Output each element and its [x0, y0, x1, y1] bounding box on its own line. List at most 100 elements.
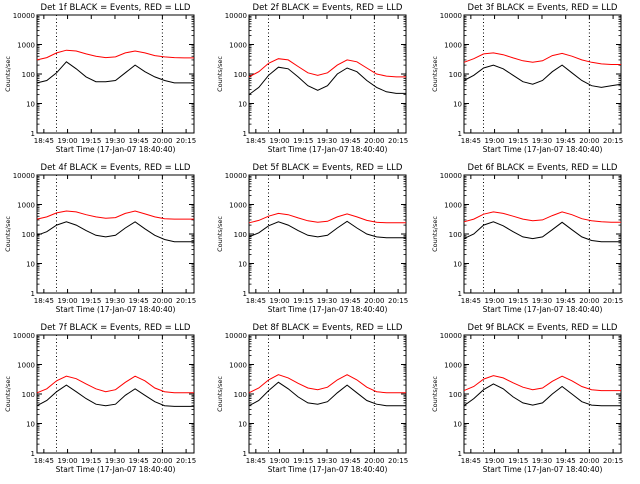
x-tick-label: 20:15: [176, 297, 196, 305]
x-tick-label: 18:45: [34, 457, 54, 465]
y-axis-label: Counts/sec: [431, 376, 439, 412]
x-axis-label: Start Time (17-Jan-07 18:40:40): [483, 145, 603, 154]
y-tick-label: 100: [234, 231, 247, 239]
x-tick-label: 19:15: [508, 297, 528, 305]
plot-frame: [248, 174, 407, 294]
chart-title: Det 4f BLACK = Events, RED = LLD: [41, 163, 191, 173]
y-tick-label: 100: [22, 391, 35, 399]
x-tick-label: 18:45: [34, 137, 54, 145]
y-tick-label: 1000: [229, 42, 247, 50]
x-tick-label: 19:00: [57, 297, 77, 305]
y-tick-label: 10: [453, 261, 462, 269]
y-tick-label: 10000: [225, 172, 247, 180]
y-tick-label: 100: [22, 231, 35, 239]
x-tick-label: 19:30: [532, 137, 552, 145]
x-tick-label: 19:45: [341, 297, 361, 305]
x-axis-label: Start Time (17-Jan-07 18:40:40): [483, 305, 603, 314]
x-tick-label: 20:00: [152, 297, 172, 305]
plot-frame: [463, 334, 622, 454]
y-tick-label: 10000: [13, 332, 35, 340]
y-tick-label: 100: [449, 231, 462, 239]
chart-title: Det 6f BLACK = Events, RED = LLD: [468, 163, 618, 173]
events-series-line: [36, 384, 194, 407]
y-tick-label: 10: [26, 261, 35, 269]
y-tick-label: 10000: [225, 12, 247, 20]
x-tick-label: 18:45: [34, 297, 54, 305]
x-tick-label: 20:15: [603, 457, 623, 465]
x-tick-label: 20:00: [364, 457, 384, 465]
lld-series-line: [463, 52, 621, 65]
events-series-line: [36, 221, 194, 243]
y-tick-label: 100: [22, 71, 35, 79]
y-axis-label: Counts/sec: [4, 216, 12, 252]
plot-frame: [36, 334, 195, 454]
chart-title: Det 1f BLACK = Events, RED = LLD: [41, 3, 191, 13]
x-tick-label: 19:30: [105, 137, 125, 145]
y-tick-label: 10: [238, 421, 247, 429]
x-tick-label: 20:00: [579, 297, 599, 305]
x-tick-label: 19:30: [532, 297, 552, 305]
y-tick-label: 1000: [229, 362, 247, 370]
x-tick-label: 20:15: [176, 137, 196, 145]
y-tick-label: 10: [238, 261, 247, 269]
events-series-line: [463, 221, 621, 243]
y-tick-label: 10000: [440, 172, 462, 180]
x-tick-label: 18:45: [246, 457, 266, 465]
y-tick-label: 1: [243, 130, 247, 138]
y-tick-label: 1000: [17, 42, 35, 50]
x-tick-label: 20:15: [388, 137, 408, 145]
y-tick-label: 10000: [225, 332, 247, 340]
plot-frame: [463, 14, 622, 134]
lld-series-line: [463, 375, 621, 392]
x-tick-label: 19:15: [81, 457, 101, 465]
x-axis-label: Start Time (17-Jan-07 18:40:40): [56, 305, 176, 314]
chart-title: Det 3f BLACK = Events, RED = LLD: [468, 3, 618, 13]
x-tick-label: 20:00: [364, 137, 384, 145]
y-tick-label: 10000: [440, 12, 462, 20]
y-tick-label: 10: [26, 421, 35, 429]
x-axis-label: Start Time (17-Jan-07 18:40:40): [56, 465, 176, 474]
chart-title: Det 9f BLACK = Events, RED = LLD: [468, 323, 618, 333]
x-tick-label: 19:15: [293, 297, 313, 305]
x-tick-label: 19:30: [317, 457, 337, 465]
x-tick-label: 19:15: [81, 137, 101, 145]
y-tick-label: 100: [449, 391, 462, 399]
y-tick-label: 1: [243, 450, 247, 458]
x-tick-label: 20:15: [388, 457, 408, 465]
plot-frame: [463, 174, 622, 294]
y-tick-label: 100: [234, 71, 247, 79]
chart-panel-det2: Det 2f BLACK = Events, RED = LLD 1 10 100 10…: [216, 3, 408, 154]
x-tick-label: 19:30: [317, 297, 337, 305]
y-tick-label: 1000: [444, 42, 462, 50]
x-tick-label: 19:45: [129, 137, 149, 145]
x-tick-label: 19:45: [556, 137, 576, 145]
y-tick-label: 1: [243, 290, 247, 298]
x-tick-label: 19:30: [105, 297, 125, 305]
y-axis-label: Counts/sec: [431, 56, 439, 92]
x-tick-label: 19:15: [293, 137, 313, 145]
chart-panel-det7: Det 7f BLACK = Events, RED = LLD 1 10 100 10…: [4, 323, 196, 474]
y-axis-label: Counts/sec: [4, 376, 12, 412]
events-series-line: [36, 61, 194, 84]
y-axis-label: Counts/sec: [216, 56, 224, 92]
lld-series-line: [36, 210, 194, 220]
chart-title: Det 2f BLACK = Events, RED = LLD: [253, 3, 403, 13]
x-axis-label: Start Time (17-Jan-07 18:40:40): [268, 145, 388, 154]
y-tick-label: 1: [31, 290, 35, 298]
events-series-line: [248, 381, 406, 407]
x-tick-label: 19:15: [293, 457, 313, 465]
plot-frame: [248, 14, 407, 134]
x-tick-label: 19:45: [341, 457, 361, 465]
x-tick-label: 19:15: [508, 457, 528, 465]
x-tick-label: 18:45: [461, 457, 481, 465]
events-series-line: [248, 66, 406, 96]
y-tick-label: 1: [31, 450, 35, 458]
y-tick-label: 100: [234, 391, 247, 399]
chart-panel-det9: Det 9f BLACK = Events, RED = LLD 1 10 100 10…: [431, 323, 623, 474]
x-tick-label: 19:00: [57, 457, 77, 465]
x-tick-label: 19:30: [317, 137, 337, 145]
x-tick-label: 19:30: [105, 457, 125, 465]
chart-panel-det4: Det 4f BLACK = Events, RED = LLD 1 10 100 10…: [4, 163, 196, 314]
y-tick-label: 1000: [229, 202, 247, 210]
